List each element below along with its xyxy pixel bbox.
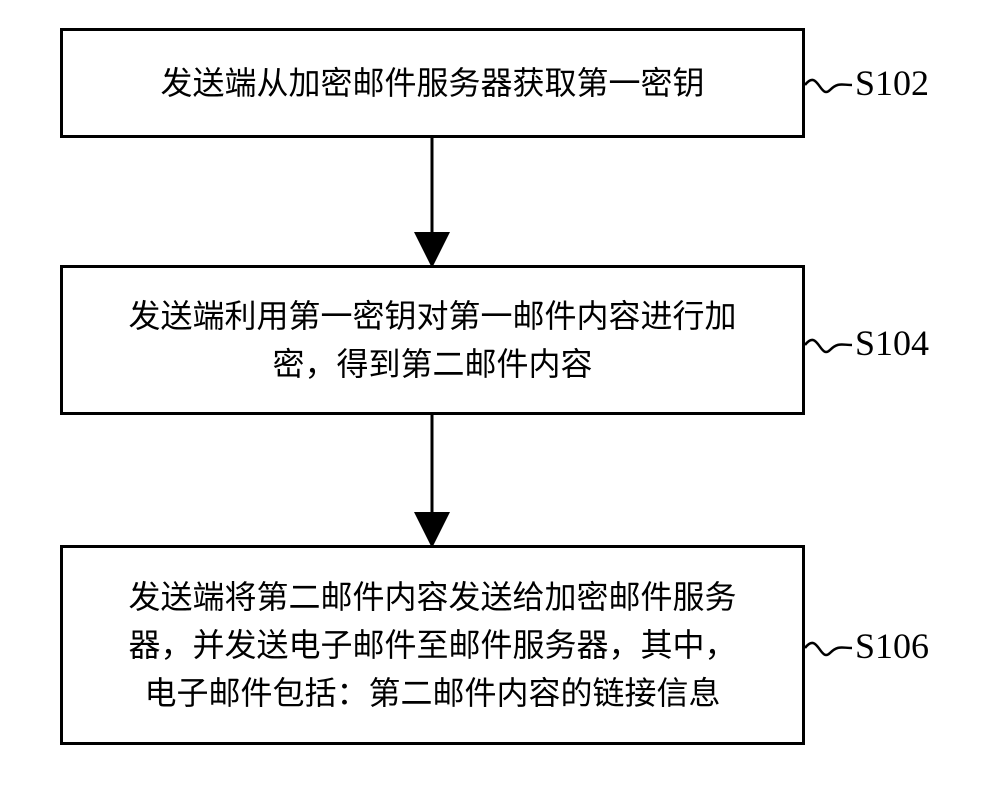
step-label: S104 (855, 322, 929, 364)
flowchart-canvas: 发送端从加密邮件服务器获取第一密钥 发送端利用第一密钥对第一邮件内容进行加 密，… (0, 0, 1000, 785)
step-label: S106 (855, 625, 929, 667)
node-text: 发送端将第二邮件内容发送给加密邮件服务 器，并发送电子邮件至邮件服务器，其中， … (128, 573, 736, 717)
flowchart-node: 发送端利用第一密钥对第一邮件内容进行加 密，得到第二邮件内容 (60, 265, 805, 415)
connector-tilde (805, 340, 852, 352)
flowchart-node: 发送端从加密邮件服务器获取第一密钥 (60, 28, 805, 138)
step-label: S102 (855, 62, 929, 104)
flowchart-node: 发送端将第二邮件内容发送给加密邮件服务 器，并发送电子邮件至邮件服务器，其中， … (60, 545, 805, 745)
node-text: 发送端从加密邮件服务器获取第一密钥 (160, 59, 704, 107)
connector-tilde (805, 80, 852, 92)
node-text: 发送端利用第一密钥对第一邮件内容进行加 密，得到第二邮件内容 (128, 292, 736, 388)
connector-tilde (805, 643, 852, 655)
